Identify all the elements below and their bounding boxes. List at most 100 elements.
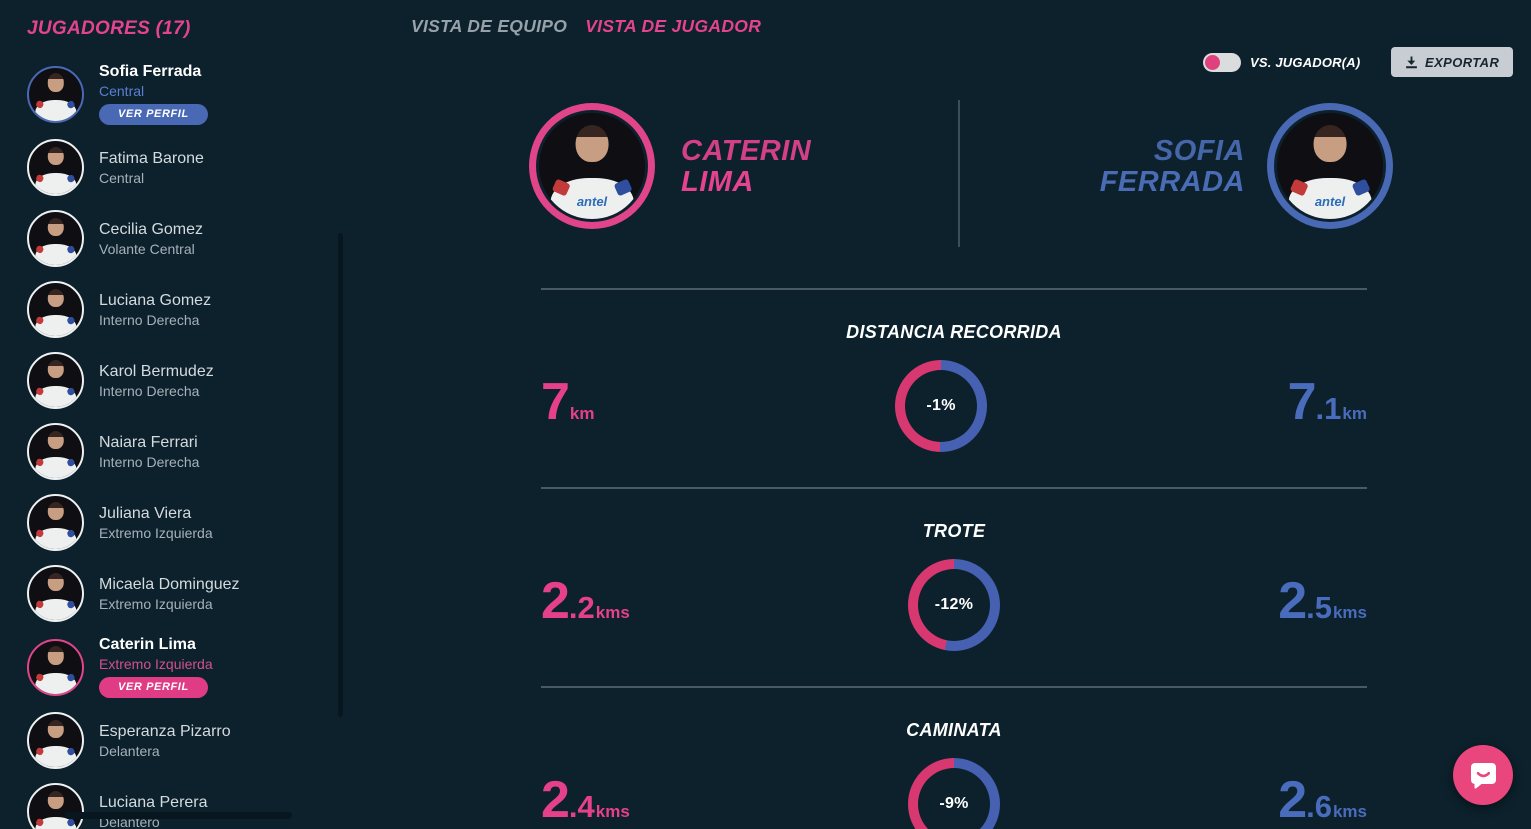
avatar-jersey bbox=[34, 457, 77, 478]
avatar-jersey bbox=[34, 244, 77, 265]
player-position: Interno Derecha bbox=[99, 453, 200, 470]
value-integer: 2 bbox=[541, 572, 570, 630]
section-divider bbox=[541, 487, 1367, 489]
right-player-avatar: antel bbox=[1277, 113, 1383, 219]
player-list-item[interactable]: Karol Bermudez Interno Derecha bbox=[27, 352, 345, 409]
left-player-avatar: antel bbox=[539, 113, 645, 219]
toggle-knob bbox=[1205, 55, 1220, 70]
metric-row: 7km -1% 7.1km bbox=[541, 360, 1367, 452]
jersey-sponsor-text: antel bbox=[576, 194, 608, 210]
player-list-item[interactable]: Cecilia Gomez Volante Central bbox=[27, 210, 345, 267]
value-decimal: .4 bbox=[568, 789, 595, 824]
difference-percentage: -12% bbox=[934, 596, 974, 613]
player-info: Luciana Gomez Interno Derecha bbox=[99, 292, 211, 328]
player-list-item[interactable]: Fatima Barone Central bbox=[27, 139, 345, 196]
player-name: Naiara Ferrari bbox=[99, 433, 198, 451]
player-position: Interno Derecha bbox=[99, 382, 200, 399]
avatar-figure bbox=[47, 73, 64, 92]
player-name: Caterin Lima bbox=[99, 636, 196, 653]
avatar-figure bbox=[47, 646, 64, 665]
player-list-item[interactable]: Juliana Viera Extremo Izquierda bbox=[27, 494, 345, 551]
player-list-item[interactable]: Naiara Ferrari Interno Derecha bbox=[27, 423, 345, 480]
player-avatar bbox=[27, 352, 84, 409]
chat-button[interactable] bbox=[1453, 745, 1513, 805]
player-list-item[interactable]: Caterin Lima Extremo Izquierda VER PERFI… bbox=[27, 636, 345, 698]
sidebar-title: JUGADORES (17) bbox=[27, 18, 191, 39]
player-avatar bbox=[27, 281, 84, 338]
sidebar-horizontal-scrollbar[interactable] bbox=[65, 812, 292, 819]
player-avatar bbox=[27, 65, 84, 123]
comparison-donut: -9% bbox=[908, 758, 1000, 829]
tab-vista-de-equipo[interactable]: VISTA DE EQUIPO bbox=[411, 16, 568, 36]
player-name: Luciana Gomez bbox=[99, 291, 212, 309]
value-integer: 7 bbox=[1287, 373, 1317, 431]
ver-perfil-badge[interactable]: VER PERFIL bbox=[99, 104, 208, 125]
player-avatar bbox=[27, 494, 84, 551]
metrics-panel: DISTANCIA RECORRIDA 7km -1% 7.1km TROTE … bbox=[541, 288, 1367, 829]
avatar-figure bbox=[1313, 124, 1347, 162]
player-name: Esperanza Pizarro bbox=[99, 722, 231, 740]
metric-title: DISTANCIA RECORRIDA bbox=[846, 322, 1062, 342]
value-integer: 2 bbox=[541, 771, 570, 829]
player-position: Delantera bbox=[99, 742, 160, 759]
player-name: Micaela Dominguez bbox=[99, 575, 240, 593]
value-integer: 2 bbox=[1278, 572, 1307, 630]
metric-section: TROTE 2.2kms -12% 2.5kms bbox=[541, 487, 1367, 686]
value-decimal: .6 bbox=[1306, 789, 1332, 824]
vs-jugador-toggle-group: VS. JUGADOR(A) bbox=[1203, 53, 1360, 72]
value-unit: kms bbox=[1332, 603, 1367, 622]
value-decimal: .1 bbox=[1315, 391, 1342, 426]
right-player-first-name: SOFIA bbox=[1153, 135, 1245, 167]
chat-bubble-icon bbox=[1471, 763, 1496, 789]
player-avatar bbox=[27, 565, 84, 622]
player-avatar bbox=[27, 638, 84, 696]
left-player-last-name: LIMA bbox=[681, 166, 754, 198]
export-button-label: EXPORTAR bbox=[1425, 54, 1500, 70]
jersey-sponsor-text: antel bbox=[1314, 194, 1346, 210]
player-position: Extremo Izquierda bbox=[99, 595, 213, 612]
avatar-jersey bbox=[34, 173, 77, 194]
view-tabs: VISTA DE EQUIPO VISTA DE JUGADOR bbox=[411, 16, 761, 37]
vs-jugador-toggle[interactable] bbox=[1203, 53, 1241, 72]
metric-title: TROTE bbox=[922, 521, 986, 541]
player-list-item[interactable]: Micaela Dominguez Extremo Izquierda bbox=[27, 565, 345, 622]
avatar-figure bbox=[47, 217, 64, 237]
avatar-figure bbox=[47, 719, 64, 739]
player-name: Sofia Ferrada bbox=[99, 63, 202, 80]
section-divider bbox=[541, 288, 1367, 290]
export-button[interactable]: EXPORTAR bbox=[1391, 47, 1514, 77]
ver-perfil-badge[interactable]: VER PERFIL bbox=[99, 677, 208, 698]
player-avatar bbox=[27, 210, 84, 267]
player-name: Luciana Perera bbox=[99, 793, 208, 811]
player-list-item[interactable]: Sofia Ferrada Central VER PERFIL bbox=[27, 63, 345, 125]
value-decimal: .5 bbox=[1306, 590, 1332, 625]
right-player-name: SOFIA FERRADA bbox=[1100, 136, 1245, 198]
player-info: Fatima Barone Central bbox=[99, 150, 204, 186]
metric-row: 2.4kms -9% 2.6kms bbox=[541, 758, 1367, 829]
left-player-value: 7km bbox=[541, 376, 595, 428]
tab-vista-de-jugador[interactable]: VISTA DE JUGADOR bbox=[585, 16, 762, 36]
player-list-item[interactable]: Luciana Perera Delantero bbox=[27, 783, 345, 829]
left-player-value: 2.2kms bbox=[541, 575, 630, 627]
player-avatar bbox=[27, 423, 84, 480]
avatar-figure bbox=[575, 124, 609, 162]
player-info: Esperanza Pizarro Delantera bbox=[99, 723, 231, 759]
avatar-jersey bbox=[34, 386, 77, 407]
right-player-value: 2.6kms bbox=[1278, 774, 1367, 826]
avatar-jersey bbox=[34, 528, 77, 549]
value-unit: km bbox=[569, 404, 595, 423]
comparison-divider bbox=[958, 100, 960, 247]
metric-title: CAMINATA bbox=[906, 720, 1002, 740]
value-unit: kms bbox=[595, 802, 630, 821]
value-unit: kms bbox=[595, 603, 630, 622]
player-list: Sofia Ferrada Central VER PERFIL Fatima … bbox=[27, 63, 345, 829]
player-position: Central bbox=[99, 169, 145, 186]
value-integer: 7 bbox=[541, 373, 570, 431]
avatar-figure bbox=[47, 790, 64, 810]
sidebar-vertical-scrollbar[interactable] bbox=[338, 233, 343, 717]
player-list-item[interactable]: Luciana Gomez Interno Derecha bbox=[27, 281, 345, 338]
player-position: Extremo Izquierda bbox=[99, 656, 213, 672]
vs-jugador-toggle-label: VS. JUGADOR(A) bbox=[1250, 55, 1361, 70]
player-list-item[interactable]: Esperanza Pizarro Delantera bbox=[27, 712, 345, 769]
